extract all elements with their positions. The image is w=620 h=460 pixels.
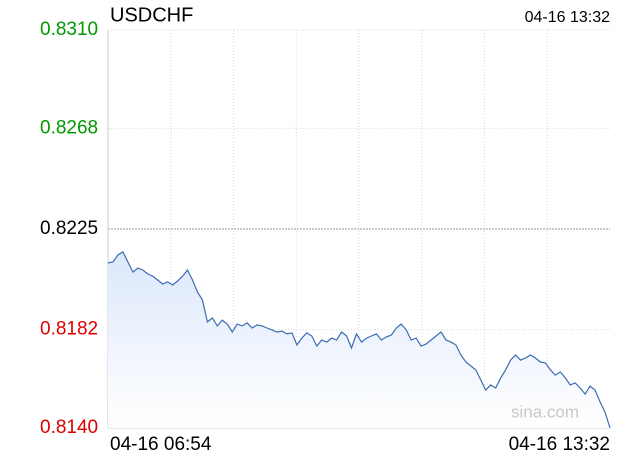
chart-title: USDCHF xyxy=(110,4,193,26)
y-tick-label: 0.8140 xyxy=(40,417,98,438)
y-tick-label: 0.8310 xyxy=(40,19,98,40)
x-tick-label: 04-16 06:54 xyxy=(110,434,212,455)
x-tick-label: 04-16 13:32 xyxy=(509,434,610,455)
y-tick-label: 0.8268 xyxy=(40,117,98,138)
area xyxy=(108,251,610,428)
watermark: sina.com xyxy=(511,402,579,421)
y-tick-label: 0.8182 xyxy=(40,319,98,340)
y-tick-label: 0.8225 xyxy=(40,218,98,239)
timestamp: 04-16 13:32 xyxy=(525,9,611,26)
price-line xyxy=(107,251,611,429)
